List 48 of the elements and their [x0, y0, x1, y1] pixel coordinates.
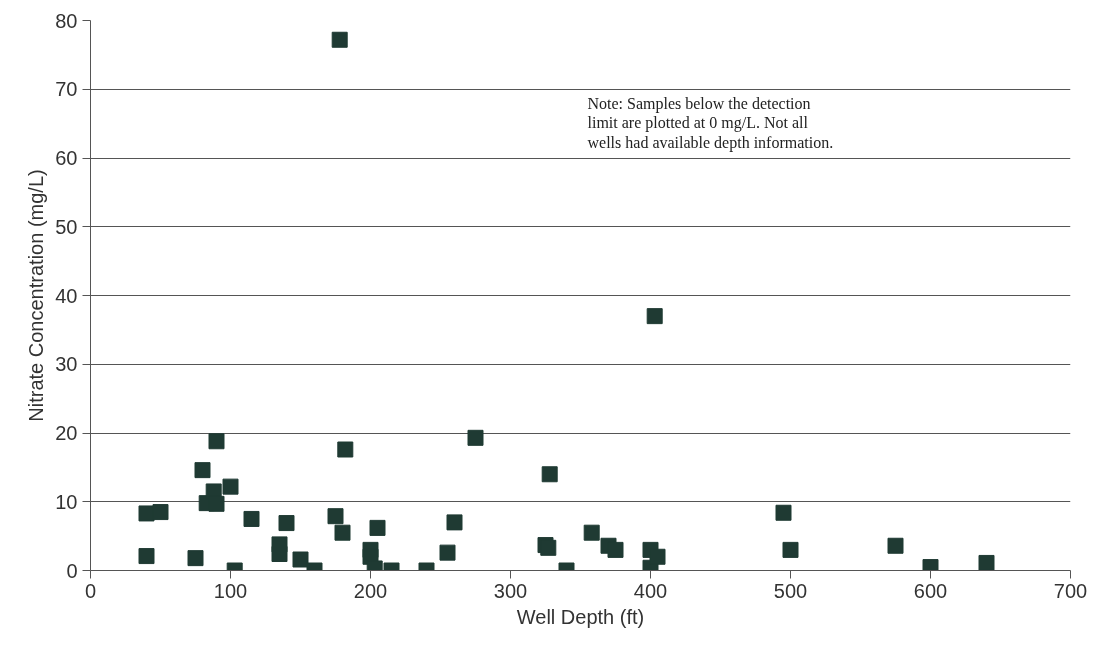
- point: [138, 548, 155, 565]
- x-tick-label: 200: [353, 579, 388, 602]
- point: [649, 548, 666, 565]
- y-tick-label: 60: [55, 147, 78, 169]
- y-tick-label: 10: [55, 490, 78, 513]
- point: [208, 433, 225, 450]
- point: [541, 466, 558, 483]
- point: [439, 544, 456, 561]
- point: [278, 515, 295, 532]
- y-tick-label: 40: [55, 284, 78, 307]
- point: [887, 537, 904, 554]
- point: [327, 508, 344, 525]
- x-tick-label: 500: [773, 579, 808, 602]
- y-tick-label: 70: [55, 78, 78, 101]
- x-tick-label: 400: [633, 579, 668, 602]
- point: [369, 519, 386, 536]
- y-tick-label: 30: [55, 353, 78, 376]
- y-tick-label: 20: [55, 422, 78, 444]
- point: [222, 478, 239, 495]
- x-axis-title: Well Depth (ft): [516, 605, 645, 628]
- y-axis-title: Nitrate Concentration (mg/L): [25, 169, 48, 422]
- point: [331, 31, 348, 48]
- point: [194, 462, 211, 479]
- point: [978, 554, 995, 571]
- y-tick-label: 80: [55, 9, 78, 32]
- x-tick-label: 100: [213, 579, 248, 602]
- annotation: Note: Samples below the detection limit are plotted at 0 mg/L. Not all wells had available depth information.: [587, 94, 834, 152]
- x-tick-label: 300: [493, 579, 528, 602]
- point: [271, 546, 288, 562]
- x-tick-label: 0: [84, 579, 97, 602]
- point: [446, 514, 463, 531]
- point: [292, 551, 309, 568]
- point: [187, 550, 204, 567]
- point: [334, 524, 351, 541]
- point: [646, 308, 663, 325]
- point: [243, 510, 260, 527]
- point: [152, 504, 169, 521]
- y-tick-label: 50: [55, 215, 78, 238]
- point: [782, 541, 799, 558]
- point: [607, 541, 624, 558]
- point: [337, 441, 354, 458]
- point: [208, 495, 225, 512]
- point: [775, 504, 792, 521]
- x-tick-label: 600: [913, 579, 948, 602]
- point: [583, 524, 600, 541]
- x-tick-label: 700: [1053, 579, 1088, 602]
- y-tick-label: 0: [66, 559, 78, 582]
- point: [467, 429, 484, 446]
